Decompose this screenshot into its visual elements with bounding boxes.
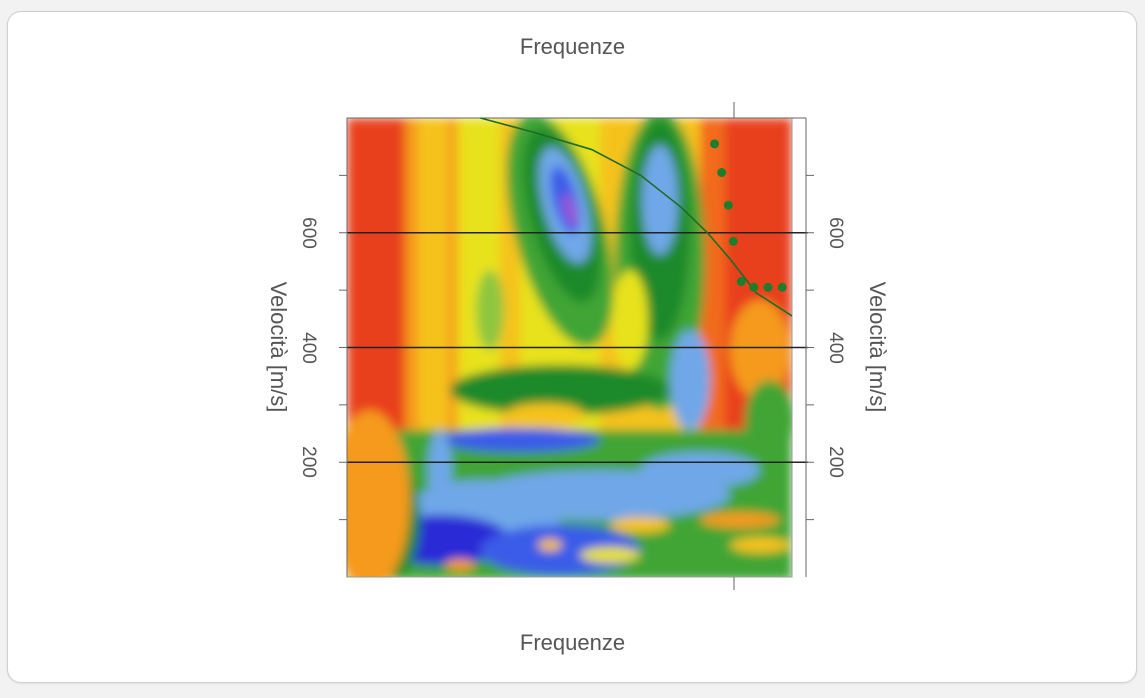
- picked-point: [723, 200, 733, 210]
- picked-point: [763, 282, 773, 292]
- heatmap-blob: [347, 410, 410, 577]
- heatmap-blob: [428, 430, 452, 510]
- picked-point: [710, 139, 720, 149]
- bottom-axis-title: Frequenze: [519, 630, 626, 655]
- heatmap-blob: [730, 537, 790, 553]
- picked-point: [717, 168, 727, 178]
- heatmap-blob: [580, 547, 640, 563]
- heatmap-blob: [670, 330, 710, 430]
- overlay-layer: [339, 102, 814, 590]
- heatmap-blob: [612, 270, 648, 370]
- top-axis-title: Frequenze: [519, 34, 626, 59]
- heatmap-blob: [476, 270, 504, 350]
- heatmap-blob: [440, 428, 600, 452]
- picked-point: [736, 277, 746, 287]
- heatmap-blob: [640, 452, 760, 488]
- heatmap-blob: [745, 380, 792, 460]
- heatmap-blob: [730, 300, 790, 400]
- heatmap-blob: [445, 559, 475, 571]
- heatmap-blob: [642, 145, 678, 255]
- heatmap-field: [347, 118, 792, 577]
- heatmap-blob: [562, 192, 578, 228]
- heatmap-blob: [610, 517, 670, 533]
- heatmap-blob: [505, 403, 585, 427]
- heatmap-blob: [450, 365, 670, 415]
- heatmap-blob: [538, 539, 562, 551]
- picked-point: [777, 282, 787, 292]
- heatmap-blobs: [347, 118, 792, 577]
- dispersion-curve: [480, 117, 793, 317]
- picked-point: [728, 236, 738, 246]
- picked-point: [749, 282, 759, 292]
- heatmap-blob: [700, 512, 780, 528]
